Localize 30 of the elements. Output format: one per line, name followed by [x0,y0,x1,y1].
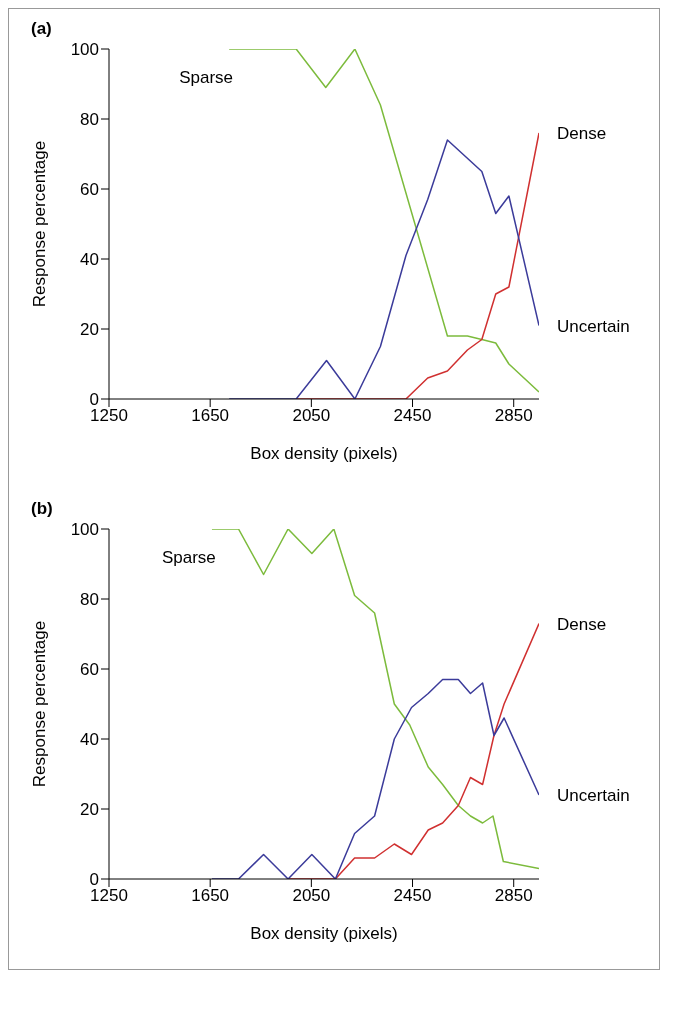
series-label: Sparse [161,548,216,567]
x-tick-label: 1650 [191,886,230,906]
chart-title: (b) [31,499,53,519]
y-tick-label: 20 [80,320,99,340]
x-tick-label: 2450 [393,406,432,426]
y-tick-label: 100 [70,40,99,60]
x-tick-label: 2050 [292,406,331,426]
series-label: Uncertain [557,316,630,336]
x-axis-title: Box density (pixels) [250,924,398,943]
x-tick-label: 2450 [393,886,432,906]
x-axis-title: Box density (pixels) [250,444,398,463]
y-tick-label: 40 [80,250,99,270]
y-tick-label: 80 [80,590,99,610]
chart-title: (a) [31,19,52,39]
y-tick-label: 20 [80,800,99,820]
series-label: Dense [557,614,607,634]
x-tick-label: 2050 [292,886,331,906]
y-axis-title: Response percentage [30,140,50,308]
x-tick-label: 2850 [494,406,533,426]
y-tick-label: 60 [80,180,99,200]
y-tick-label: 100 [70,520,99,540]
y-tick-label: 40 [80,730,99,750]
y-tick-label: 60 [80,660,99,680]
series-label: Dense [557,124,607,143]
y-tick-label: 80 [80,110,99,130]
y-axis-title: Response percentage [30,620,50,788]
series-label: Sparse [179,68,234,87]
x-tick-label: 1650 [191,406,230,426]
series-label: Uncertain [557,786,630,805]
x-tick-label: 2850 [494,886,533,906]
